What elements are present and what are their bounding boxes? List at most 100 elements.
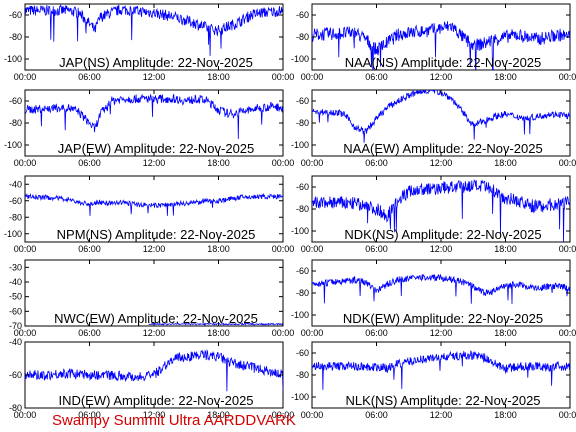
x-tick-label: 12:00 — [430, 410, 453, 420]
x-tick-label: 06:00 — [365, 410, 388, 420]
x-tick-label: 00:00 — [559, 244, 576, 254]
x-tick-label: 18:00 — [207, 244, 230, 254]
x-tick-label: 06:00 — [365, 158, 388, 168]
y-tick-label: -60 — [296, 348, 309, 358]
x-tick-label: 00:00 — [559, 328, 576, 338]
x-tick-label: 00:00 — [301, 410, 324, 420]
x-tick-label: 12:00 — [143, 158, 166, 168]
x-tick-label: 12:00 — [143, 72, 166, 82]
panel-title: NPM(NS) Amplitude: 22-Nov-2025 — [57, 227, 256, 242]
y-tick-label: -100 — [4, 140, 22, 150]
y-tick-label: -60 — [9, 370, 22, 380]
amplitude-trace-2 — [25, 93, 283, 140]
x-tick-label: 18:00 — [494, 328, 517, 338]
y-tick-label: -60 — [296, 182, 309, 192]
x-tick-label: 12:00 — [143, 410, 166, 420]
x-tick-label: 06:00 — [365, 328, 388, 338]
x-tick-label: 00:00 — [14, 410, 37, 420]
x-tick-label: 00:00 — [272, 410, 295, 420]
x-tick-label: 06:00 — [365, 244, 388, 254]
y-tick-label: -80 — [9, 403, 22, 413]
panel-title: JAP(EW) Amplitude: 22-Nov-2025 — [58, 141, 255, 156]
x-tick-label: 00:00 — [559, 410, 576, 420]
x-tick-label: 00:00 — [559, 158, 576, 168]
y-tick-label: -100 — [291, 140, 309, 150]
y-tick-label: -60 — [9, 10, 22, 20]
y-tick-label: -80 — [296, 288, 309, 298]
panel-title: NAA(NS) Amplitude: 22-Nov-2025 — [345, 55, 542, 70]
x-tick-label: 18:00 — [494, 158, 517, 168]
x-tick-label: 18:00 — [207, 158, 230, 168]
x-tick-label: 18:00 — [207, 72, 230, 82]
y-tick-label: -60 — [9, 196, 22, 206]
amplitude-trace-1 — [312, 20, 570, 70]
panel-title: NWC(EW) Amplitude: 22-Nov-2025 — [54, 311, 258, 326]
x-tick-label: 00:00 — [272, 244, 295, 254]
x-tick-label: 06:00 — [78, 72, 101, 82]
y-tick-label: -40 — [9, 277, 22, 287]
x-tick-label: 00:00 — [14, 328, 37, 338]
y-tick-label: -80 — [9, 32, 22, 42]
x-tick-label: 00:00 — [272, 328, 295, 338]
y-tick-label: -80 — [296, 204, 309, 214]
panel-title: IND(EW) Amplitude: 22-Nov-2025 — [58, 393, 253, 408]
y-tick-label: -80 — [296, 32, 309, 42]
x-tick-label: 18:00 — [494, 410, 517, 420]
x-tick-label: 12:00 — [143, 328, 166, 338]
y-tick-label: -80 — [9, 118, 22, 128]
x-tick-label: 18:00 — [207, 328, 230, 338]
y-tick-label: -100 — [291, 392, 309, 402]
amplitude-trace-5 — [312, 178, 570, 242]
y-tick-label: -80 — [296, 370, 309, 380]
x-tick-label: 18:00 — [207, 410, 230, 420]
x-tick-label: 06:00 — [78, 410, 101, 420]
panel-title: NAA(EW) Amplitude: 22-Nov-2025 — [343, 141, 542, 156]
y-tick-label: -70 — [9, 321, 22, 331]
y-tick-label: -60 — [9, 96, 22, 106]
x-tick-label: 00:00 — [301, 158, 324, 168]
footer-station-label: Swampy Summit Ultra AARDDVARK — [52, 412, 296, 429]
x-tick-label: 06:00 — [78, 158, 101, 168]
amplitude-trace-6 — [148, 322, 283, 326]
panel-title: NDK(NS) Amplitude: 22-Nov-2025 — [344, 227, 541, 242]
plot-frame-4 — [24, 175, 284, 243]
plot-frame-0 — [24, 3, 284, 71]
y-tick-label: -80 — [296, 118, 309, 128]
y-tick-label: -60 — [9, 306, 22, 316]
y-tick-label: -50 — [9, 292, 22, 302]
y-tick-label: -100 — [291, 310, 309, 320]
y-tick-label: -40 — [9, 337, 22, 347]
x-tick-label: 00:00 — [14, 244, 37, 254]
panel-title: JAP(NS) Amplitude: 22-Nov-2025 — [59, 55, 253, 70]
x-tick-label: 00:00 — [14, 158, 37, 168]
x-tick-label: 00:00 — [272, 72, 295, 82]
x-tick-label: 06:00 — [78, 244, 101, 254]
x-tick-label: 00:00 — [301, 72, 324, 82]
x-tick-label: 18:00 — [494, 72, 517, 82]
y-tick-label: -100 — [4, 229, 22, 239]
x-tick-label: 12:00 — [430, 244, 453, 254]
x-tick-label: 06:00 — [365, 72, 388, 82]
y-tick-label: -40 — [9, 179, 22, 189]
amplitude-trace-9 — [312, 349, 570, 390]
amplitude-trace-8 — [25, 349, 283, 392]
y-tick-label: -100 — [291, 226, 309, 236]
amplitude-trace-0 — [25, 4, 283, 56]
x-tick-label: 00:00 — [559, 72, 576, 82]
panel-title: NLK(NS) Amplitude: 22-Nov-2025 — [345, 393, 540, 408]
amplitude-trace-4 — [25, 192, 283, 216]
panel-title: NDK(EW) Amplitude: 22-Nov-2025 — [343, 311, 543, 326]
amplitude-trace-3 — [312, 90, 570, 143]
y-tick-label: -60 — [296, 96, 309, 106]
y-tick-label: -100 — [291, 54, 309, 64]
plot-frame-7 — [311, 259, 571, 327]
x-tick-label: 12:00 — [430, 328, 453, 338]
y-tick-label: -80 — [9, 212, 22, 222]
x-tick-label: 12:00 — [430, 158, 453, 168]
x-tick-label: 00:00 — [14, 72, 37, 82]
x-tick-label: 18:00 — [494, 244, 517, 254]
x-tick-label: 06:00 — [78, 328, 101, 338]
y-tick-label: -30 — [9, 262, 22, 272]
y-tick-label: -60 — [296, 266, 309, 276]
